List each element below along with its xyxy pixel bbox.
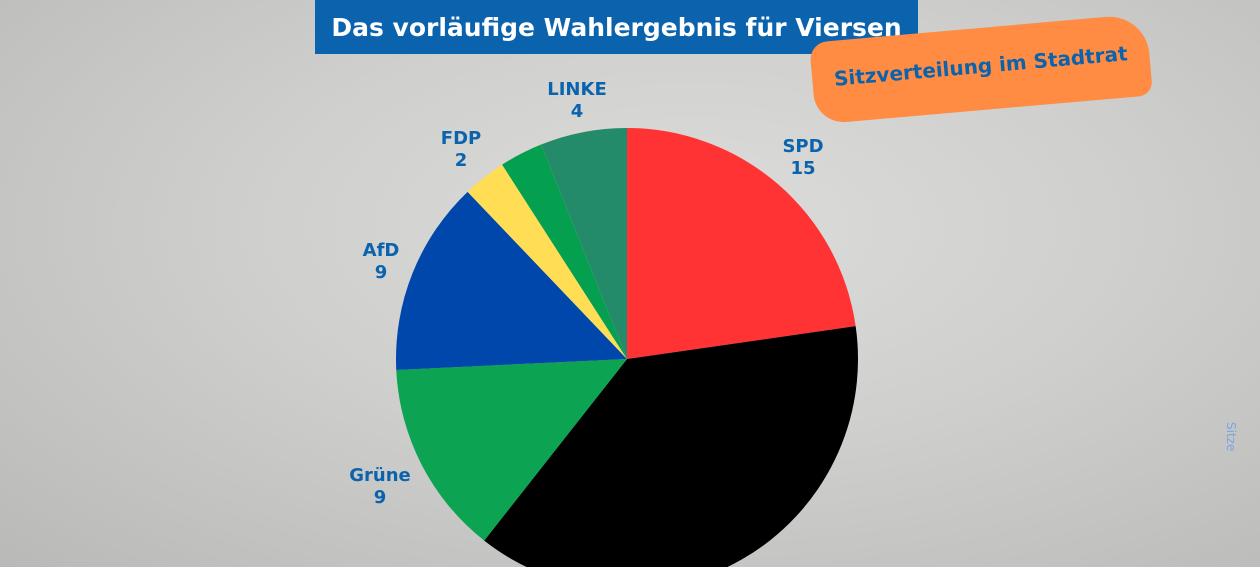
pie-slice-fdp: [467, 164, 627, 359]
label-spd: SPD 15: [782, 136, 824, 179]
pie-slice-linke: [541, 128, 627, 359]
pie-slice-afd: [396, 191, 627, 370]
chart-title: Das vorläufige Wahlergebnis für Viersen: [315, 0, 918, 54]
label-fdp: FDP 2: [440, 128, 482, 171]
label-gruene: Grüne 9: [349, 465, 411, 508]
pie-slice-unlabeled-1: [484, 326, 858, 567]
unit-label: Sitze: [1224, 422, 1238, 452]
label-afd: AfD 9: [362, 240, 400, 283]
pie-slice-unlabeled-5: [502, 144, 627, 359]
pie-slice-grüne: [396, 359, 627, 541]
pie-slice-spd: [627, 128, 856, 359]
label-linke: LINKE 4: [547, 79, 607, 122]
